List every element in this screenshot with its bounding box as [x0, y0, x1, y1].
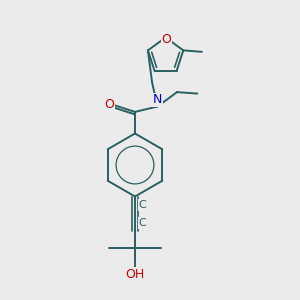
- Text: N: N: [153, 93, 163, 106]
- Text: C: C: [139, 200, 146, 210]
- Text: O: O: [105, 98, 114, 111]
- Text: OH: OH: [125, 268, 144, 281]
- Text: C: C: [139, 218, 146, 228]
- Text: O: O: [162, 33, 171, 46]
